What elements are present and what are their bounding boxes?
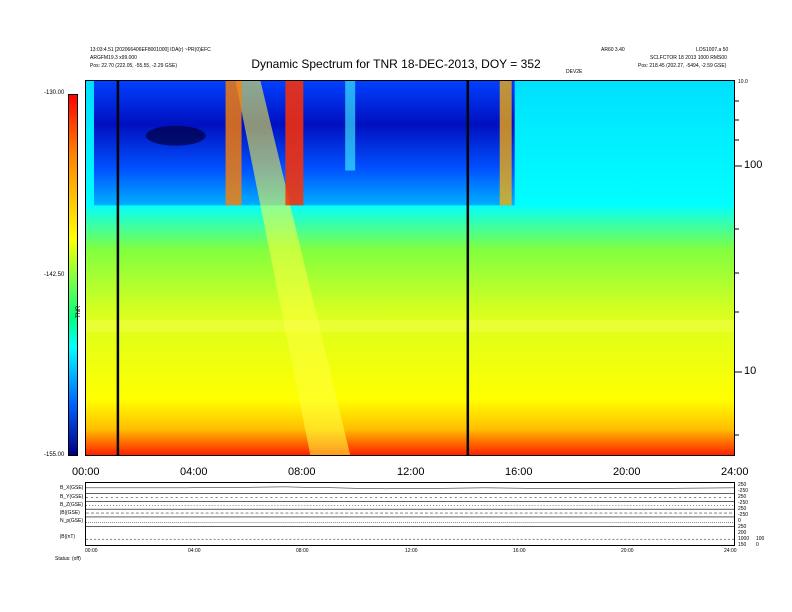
burst-column-2 [285,81,304,206]
panel-label-np: N_p(GSE) [60,518,84,524]
x-tick-4: 16:00 [505,466,533,478]
header-right-line1: AR60 3.40 [601,47,625,53]
x-tick-5: 20:00 [613,466,641,478]
panel-right-value-8: 200 [738,530,747,536]
colorbar-tick-bottom: -155.00 [44,452,65,458]
y-right-tick-10: 10 [744,365,757,377]
header-right-corner: 10.0 [738,79,748,85]
header-right-line4: Pos: 218.45 (202.27, -5494, -2.59 GSE) [638,63,727,69]
y-right-axis-ticks [735,100,742,436]
x-tick-3: 12:00 [397,466,425,478]
type3-burst-drift [235,81,351,455]
x-tick-6: 24:00 [721,466,749,478]
panel-x-tick-1: 04:00 [188,548,201,554]
panel-right-value-4: 250 [738,506,747,512]
header-left-line3: Pos: 22.70 (222.05, -55.55, -2.29 GSE) [90,63,177,69]
panel-right-value-7: 250 [738,524,747,530]
parameter-panels [85,482,735,546]
x-tick-1: 04:00 [180,466,208,478]
header-center-sub: DEV2E [566,69,583,75]
colorbar [68,94,78,456]
intensity-core [145,125,206,146]
panel-right-value-12: 0 [756,542,759,548]
panel-label-bnt: |B|(nT) [60,534,76,540]
panel-right-value-2: 250 [738,494,747,500]
panel-label-bx: B_X(GSE) [60,485,84,491]
chart-title: Dynamic Spectrum for TNR 18-DEC-2013, DO… [251,57,541,71]
panel-footer: Status: (off) [55,556,81,562]
panel-right-value-11: 100 [756,536,765,542]
colorbar-tick-mid: -142.50 [44,272,65,278]
panel-x-tick-0: 00:00 [85,548,98,554]
panel-label-bz: B_Z(GSE) [60,502,84,508]
burst-column-1 [225,81,242,206]
burst-column-4 [345,81,356,171]
panel-right-value-0: 250 [738,482,747,488]
panel-right-value-6: 0 [738,518,741,524]
band-upper [86,319,734,332]
colorbar-label: TNR [76,305,82,318]
header-left-line1: 13:03:4.51 [202066406EF8001000] IDA(r) ~… [90,47,211,53]
panel-x-tick-4: 16:00 [513,548,526,554]
panel-label-b: |B|(GSE) [60,510,80,516]
header-right-line2: LOS1007.a 50 [696,47,729,53]
spectrogram-plot [85,80,735,456]
panel-right-value-1: -250 [738,488,749,494]
panel-x-tick-3: 12:00 [405,548,418,554]
panel-right-value-10: 150 [738,542,747,548]
x-tick-0: 00:00 [72,466,100,478]
header-left-line2: ARGFM19.3 x99.000 [90,55,137,61]
x-tick-2: 08:00 [288,466,316,478]
burst-column-3 [499,81,512,206]
panel-right-value-9: 1000 [738,536,750,542]
panel-x-tick-2: 08:00 [296,548,309,554]
panel-right-value-3: -250 [738,500,749,506]
header-right-line3: SCLFCTOR 18 2013 1000 RMS00 [650,55,727,61]
panel-trace-bx [86,486,734,490]
panel-label-by: B_Y(GSE) [60,494,84,500]
colorbar-tick-top: -130.00 [44,90,65,96]
panel-x-tick-5: 20:00 [621,548,634,554]
y-right-tick-100: 100 [744,159,763,171]
panel-right-value-5: -250 [738,512,749,518]
panel-x-tick-6: 24:00 [724,548,737,554]
